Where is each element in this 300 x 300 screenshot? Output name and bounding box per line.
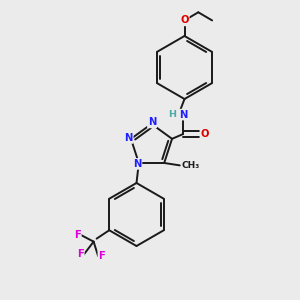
Text: N: N [124, 133, 133, 143]
Text: F: F [98, 251, 105, 261]
Text: O: O [180, 15, 189, 26]
Text: N: N [179, 110, 187, 120]
Text: CH₃: CH₃ [181, 161, 200, 170]
Text: F: F [74, 230, 81, 240]
Text: N: N [133, 159, 142, 169]
Text: F: F [77, 249, 84, 259]
Text: H: H [168, 110, 176, 119]
Text: O: O [200, 129, 209, 139]
Text: N: N [148, 117, 156, 128]
